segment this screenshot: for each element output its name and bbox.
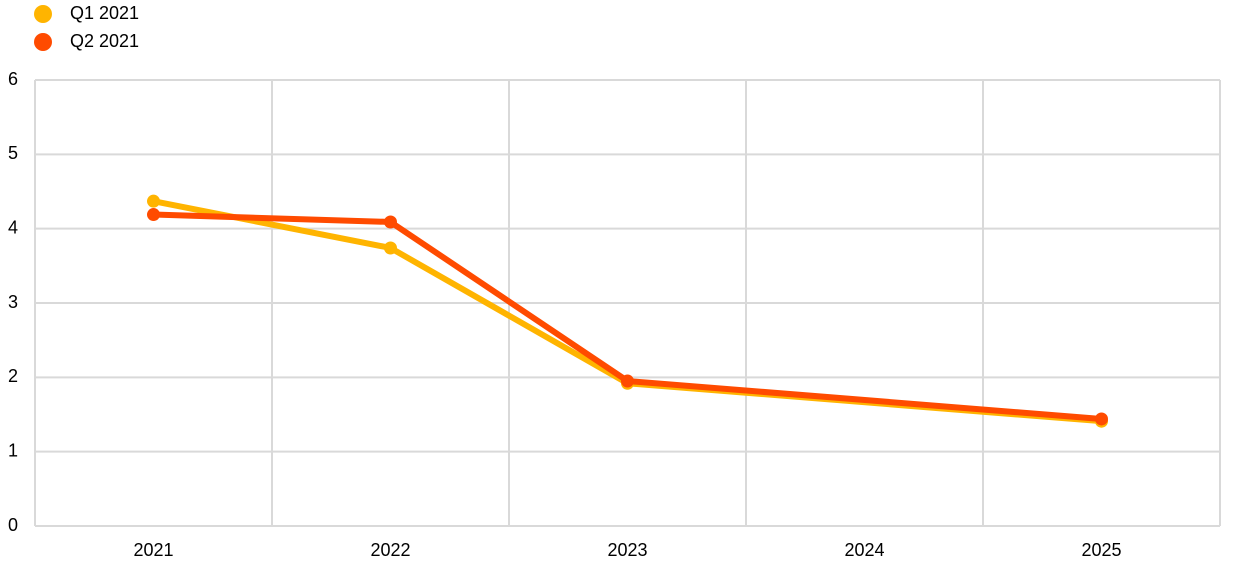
y-tick-label: 3 <box>8 292 18 312</box>
x-tick-label: 2022 <box>370 540 410 560</box>
x-tick-label: 2023 <box>607 540 647 560</box>
y-tick-label: 5 <box>8 143 18 163</box>
y-tick-label: 2 <box>8 366 18 386</box>
data-point <box>147 208 160 222</box>
data-point <box>384 241 397 255</box>
data-point <box>1095 412 1108 426</box>
x-tick-label: 2021 <box>133 540 173 560</box>
legend-label: Q1 2021 <box>70 3 139 23</box>
data-point <box>384 215 397 229</box>
x-tick-label: 2025 <box>1081 540 1121 560</box>
y-tick-label: 6 <box>8 69 18 89</box>
series-line <box>153 211 1102 422</box>
legend-marker <box>34 33 52 51</box>
y-tick-label: 1 <box>8 440 18 460</box>
data-point <box>147 194 160 208</box>
x-tick-label: 2024 <box>844 540 884 560</box>
y-tick-label: 4 <box>8 217 18 237</box>
legend-label: Q2 2021 <box>70 31 139 51</box>
data-point <box>621 374 634 388</box>
legend-marker <box>34 5 52 23</box>
y-tick-label: 0 <box>8 515 18 535</box>
